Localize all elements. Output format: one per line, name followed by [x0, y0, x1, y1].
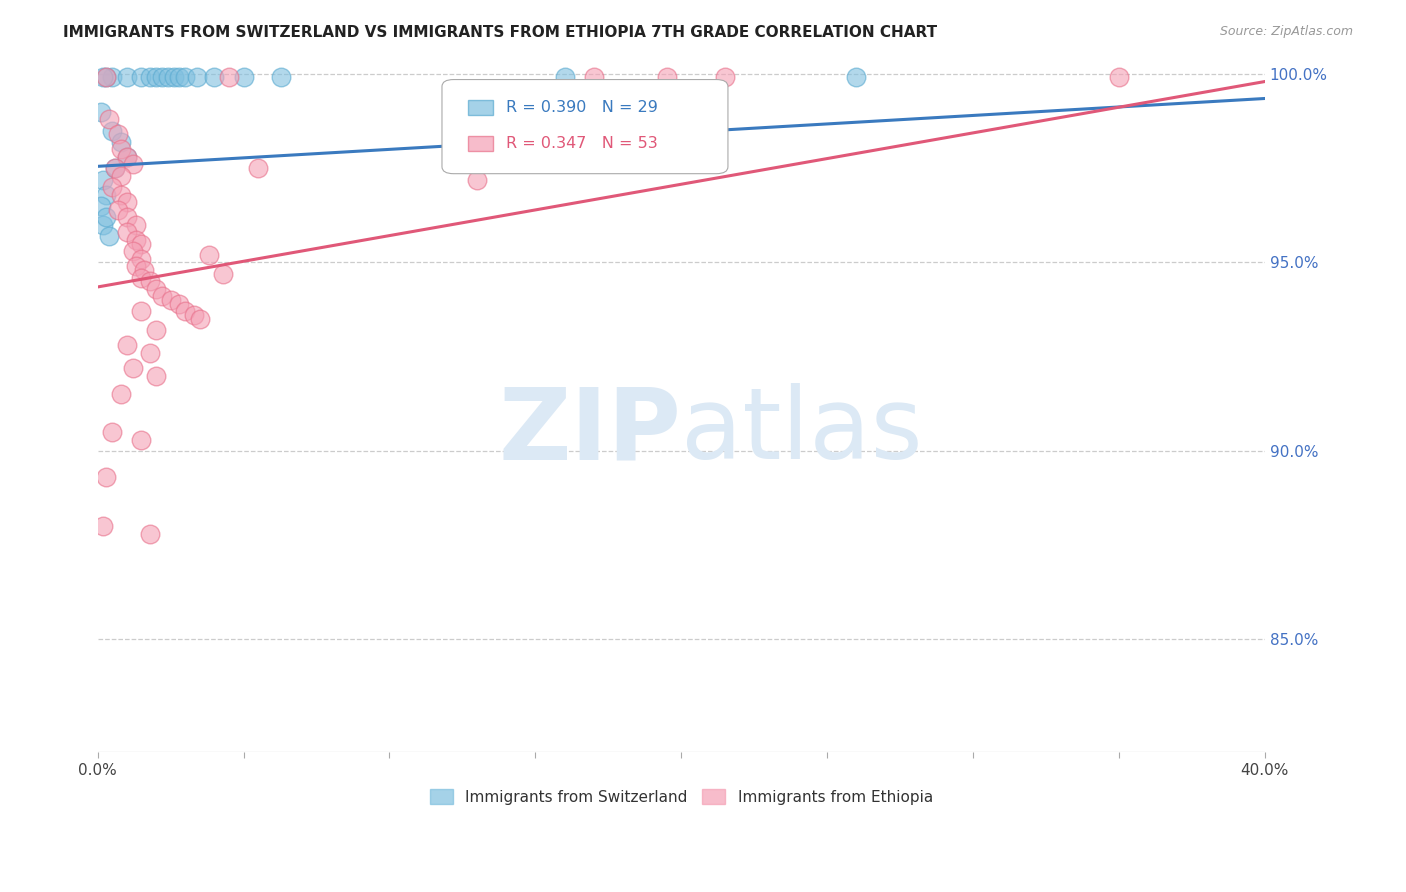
Point: [131, 433, 153, 447]
Point: [121, 157, 143, 171]
Point: [247, 161, 270, 176]
Point: [139, 526, 162, 541]
Point: [124, 218, 146, 232]
Point: [139, 70, 162, 84]
Point: [150, 289, 173, 303]
Point: [121, 361, 143, 376]
Point: [110, 187, 132, 202]
Point: [145, 368, 167, 383]
Point: [186, 70, 208, 84]
Point: [96, 187, 118, 202]
Point: [98, 112, 121, 127]
Point: [145, 323, 167, 337]
FancyBboxPatch shape: [468, 100, 494, 115]
Point: [174, 304, 197, 318]
Point: [93, 218, 115, 232]
Point: [212, 267, 235, 281]
Point: [714, 70, 737, 84]
Point: [115, 338, 138, 352]
Point: [101, 70, 124, 84]
Point: [655, 70, 678, 84]
Point: [134, 263, 156, 277]
Point: [101, 180, 124, 194]
Point: [139, 274, 162, 288]
Legend: Immigrants from Switzerland, Immigrants from Ethiopia: Immigrants from Switzerland, Immigrants …: [423, 783, 939, 811]
Point: [110, 135, 132, 149]
Point: [124, 233, 146, 247]
Point: [93, 172, 115, 186]
Point: [1108, 70, 1130, 84]
Point: [197, 248, 219, 262]
Point: [124, 259, 146, 273]
Text: Source: ZipAtlas.com: Source: ZipAtlas.com: [1219, 25, 1353, 38]
Point: [110, 387, 132, 401]
Point: [270, 70, 292, 84]
Point: [150, 70, 173, 84]
Point: [131, 252, 153, 266]
Point: [110, 169, 132, 183]
Point: [174, 70, 197, 84]
Text: IMMIGRANTS FROM SWITZERLAND VS IMMIGRANTS FROM ETHIOPIA 7TH GRADE CORRELATION CH: IMMIGRANTS FROM SWITZERLAND VS IMMIGRANT…: [63, 25, 938, 40]
Point: [98, 229, 121, 244]
Point: [156, 70, 179, 84]
Point: [107, 202, 129, 217]
Text: R = 0.390   N = 29: R = 0.390 N = 29: [506, 100, 658, 115]
Point: [139, 346, 162, 360]
Point: [93, 519, 115, 533]
Point: [188, 312, 211, 326]
Point: [145, 282, 167, 296]
Point: [90, 199, 112, 213]
Point: [115, 211, 138, 225]
Point: [110, 142, 132, 156]
FancyBboxPatch shape: [441, 79, 728, 174]
Point: [169, 70, 191, 84]
Point: [169, 297, 191, 311]
Point: [101, 425, 124, 439]
Text: ZIP: ZIP: [498, 384, 682, 480]
Point: [115, 150, 138, 164]
Point: [232, 70, 254, 84]
Text: atlas: atlas: [682, 384, 922, 480]
Point: [93, 70, 115, 84]
Point: [218, 70, 240, 84]
Point: [96, 470, 118, 484]
Point: [121, 244, 143, 259]
Point: [465, 172, 488, 186]
Point: [115, 225, 138, 239]
Text: R = 0.347   N = 53: R = 0.347 N = 53: [506, 136, 658, 152]
Point: [582, 70, 605, 84]
Point: [90, 104, 112, 119]
Point: [131, 236, 153, 251]
Point: [115, 195, 138, 210]
Point: [202, 70, 225, 84]
Point: [104, 161, 127, 176]
Point: [96, 70, 118, 84]
Point: [183, 308, 205, 322]
Point: [96, 211, 118, 225]
Point: [162, 70, 184, 84]
Point: [104, 161, 127, 176]
Point: [115, 70, 138, 84]
Point: [554, 70, 576, 84]
Point: [115, 150, 138, 164]
Point: [101, 123, 124, 137]
Point: [159, 293, 181, 307]
Point: [131, 70, 153, 84]
Point: [145, 70, 167, 84]
Point: [96, 70, 118, 84]
Point: [131, 270, 153, 285]
Point: [845, 70, 868, 84]
Point: [131, 304, 153, 318]
Point: [107, 128, 129, 142]
FancyBboxPatch shape: [468, 136, 494, 152]
